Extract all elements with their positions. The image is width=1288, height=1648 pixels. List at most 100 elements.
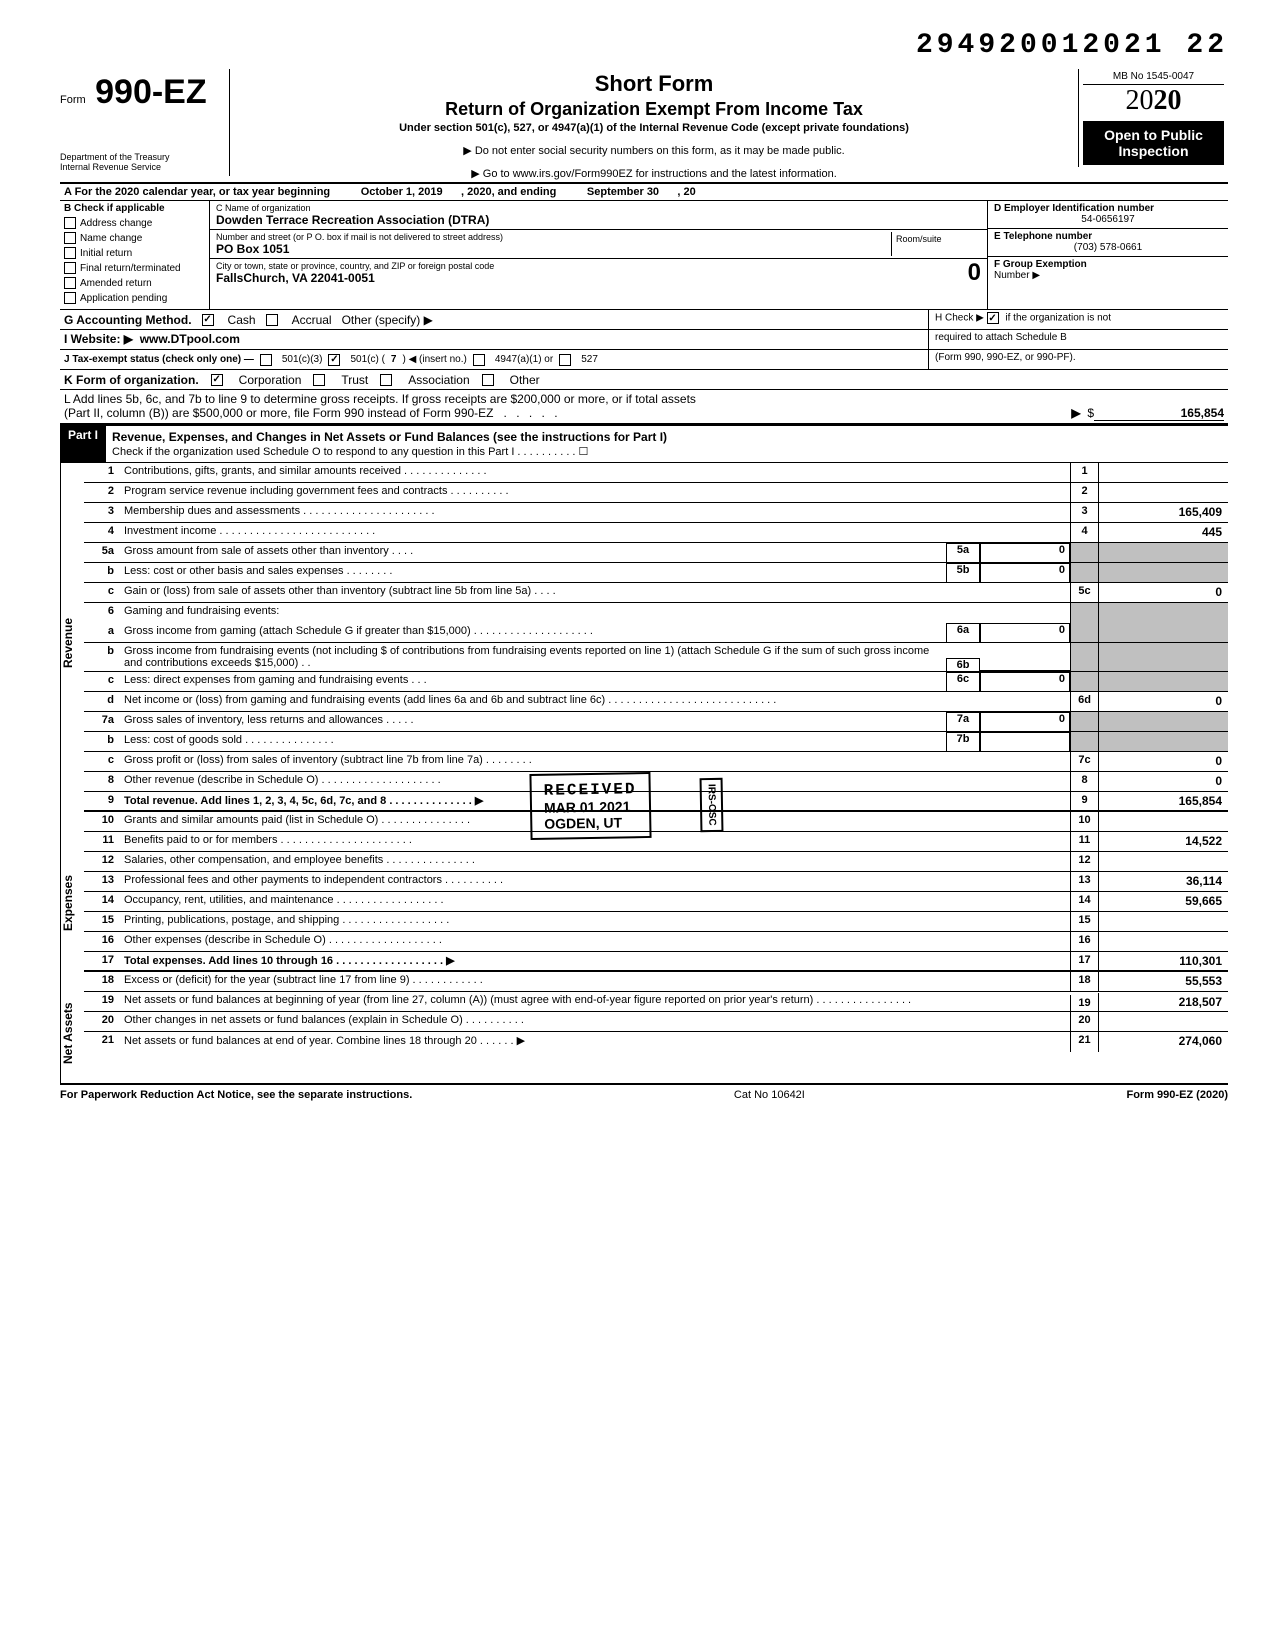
row-j: J Tax-exempt status (check only one) — 5… <box>60 350 1228 370</box>
col-c: C Name of organization Dowden Terrace Re… <box>210 201 988 309</box>
line-17: 17Total expenses. Add lines 10 through 1… <box>84 952 1228 972</box>
dept-treasury: Department of the Treasury Internal Reve… <box>60 152 223 172</box>
side-revenue: Revenue <box>60 463 84 823</box>
row-g: G Accounting Method. ✓Cash Accrual Other… <box>60 310 1228 330</box>
cb-other[interactable] <box>482 374 494 386</box>
footer-left: For Paperwork Reduction Act Notice, see … <box>60 1089 412 1101</box>
year-box: MB No 1545-0047 2020 Open to Public Insp… <box>1078 69 1228 167</box>
row-a-mid: , 2020, and ending <box>461 186 556 198</box>
row-h-text: H Check ▶ <box>935 313 984 324</box>
col-d: D Employer Identification number 54-0656… <box>988 201 1228 309</box>
body-lines: 1Contributions, gifts, grants, and simil… <box>84 463 1228 1083</box>
body-grid: RECEIVED MAR 01 2021 OGDEN, UT IRS-OSC R… <box>60 463 1228 1083</box>
title-box: Short Form Return of Organization Exempt… <box>230 69 1078 182</box>
row-a-begin: October 1, 2019 <box>361 186 443 198</box>
line-7b: bLess: cost of goods sold . . . . . . . … <box>84 732 1228 752</box>
row-h-if: if the organization is not <box>1005 313 1111 324</box>
line-6a: aGross income from gaming (attach Schedu… <box>84 623 1228 643</box>
cb-cash[interactable]: ✓ <box>202 314 214 326</box>
line-3: 3Membership dues and assessments . . . .… <box>84 503 1228 523</box>
grp-label2: Number ▶ <box>994 270 1222 281</box>
omb-number: MB No 1545-0047 <box>1083 71 1224 85</box>
row-k: K Form of organization. ✓Corporation Tru… <box>60 370 1228 390</box>
row-l-dollar: $ <box>1087 406 1094 421</box>
cb-4947[interactable] <box>473 354 485 366</box>
footer-right: Form 990-EZ (2020) <box>1126 1089 1228 1101</box>
cb-final-return[interactable]: Final return/terminated <box>64 262 205 274</box>
org-city: FallsChurch, VA 22041-0051 <box>216 271 968 285</box>
line-8: 8Other revenue (describe in Schedule O) … <box>84 772 1228 792</box>
line-6c: cLess: direct expenses from gaming and f… <box>84 672 1228 692</box>
cb-initial-return[interactable]: Initial return <box>64 247 205 259</box>
line-14: 14Occupancy, rent, utilities, and mainte… <box>84 892 1228 912</box>
cb-corp[interactable]: ✓ <box>211 374 223 386</box>
org-name: Dowden Terrace Recreation Association (D… <box>216 213 981 227</box>
received-stamp: RECEIVED MAR 01 2021 OGDEN, UT <box>529 772 651 840</box>
line-5c: cGain or (loss) from sale of assets othe… <box>84 583 1228 603</box>
website: www.DTpool.com <box>140 332 240 346</box>
grp-label: F Group Exemption <box>994 259 1222 270</box>
cb-501c3[interactable] <box>260 354 272 366</box>
row-h-req: required to attach Schedule B <box>928 330 1228 349</box>
line-15: 15Printing, publications, postage, and s… <box>84 912 1228 932</box>
line-7c: cGross profit or (loss) from sales of in… <box>84 752 1228 772</box>
cb-trust[interactable] <box>313 374 325 386</box>
under-section: Under section 501(c), 527, or 4947(a)(1)… <box>238 122 1070 134</box>
row-l-2: (Part II, column (B)) are $500,000 or mo… <box>64 406 1071 421</box>
line-5a: 5aGross amount from sale of assets other… <box>84 543 1228 563</box>
cb-address-change[interactable]: Address change <box>64 217 205 229</box>
line-2: 2Program service revenue including gover… <box>84 483 1228 503</box>
cb-h[interactable]: ✓ <box>987 312 999 324</box>
side-netassets: Net Assets <box>60 983 84 1083</box>
stamp-received: RECEIVED <box>544 780 637 800</box>
line-20: 20Other changes in net assets or fund ba… <box>84 1012 1228 1032</box>
part1-title: Revenue, Expenses, and Changes in Net As… <box>112 430 667 444</box>
cb-accrual[interactable] <box>266 314 278 326</box>
row-k-label: K Form of organization. <box>64 373 199 387</box>
line-11: 11Benefits paid to or for members . . . … <box>84 832 1228 852</box>
row-l-arrow: ▶ <box>1071 406 1080 421</box>
cb-amended-return[interactable]: Amended return <box>64 277 205 289</box>
part1-header: Part I Revenue, Expenses, and Changes in… <box>60 424 1228 463</box>
addr-label: Number and street (or P O. box if mail i… <box>216 232 891 242</box>
row-j-7: 7 <box>391 354 397 365</box>
line-12: 12Salaries, other compensation, and empl… <box>84 852 1228 872</box>
line-6b: bGross income from fundraising events (n… <box>84 643 1228 672</box>
line-7a: 7aGross sales of inventory, less returns… <box>84 712 1228 732</box>
line-4: 4Investment income . . . . . . . . . . .… <box>84 523 1228 543</box>
city-label: City or town, state or province, country… <box>216 261 968 271</box>
cb-assoc[interactable] <box>380 374 392 386</box>
row-l-amt: 165,854 <box>1094 406 1224 421</box>
row-j-label: J Tax-exempt status (check only one) — <box>64 354 254 365</box>
col-b: B Check if applicable Address change Nam… <box>60 201 210 309</box>
line-13: 13Professional fees and other payments t… <box>84 872 1228 892</box>
line-19: 19Net assets or fund balances at beginni… <box>84 992 1228 1012</box>
line-5b: bLess: cost or other basis and sales exp… <box>84 563 1228 583</box>
row-l: L Add lines 5b, 6c, and 7b to line 9 to … <box>60 390 1228 424</box>
room-suite: Room/suite <box>891 232 981 256</box>
tax-year: 2020 <box>1083 85 1224 117</box>
cb-application-pending[interactable]: Application pending <box>64 292 205 304</box>
row-a-left: A For the 2020 calendar year, or tax yea… <box>64 186 330 198</box>
return-title: Return of Organization Exempt From Incom… <box>238 99 1070 120</box>
row-a-yr: , 20 <box>677 186 695 198</box>
form-header: Form 990-EZ Department of the Treasury I… <box>60 69 1228 184</box>
line-21: 21Net assets or fund balances at end of … <box>84 1032 1228 1052</box>
zero-mark: 0 <box>968 259 981 287</box>
row-h-form: (Form 990, 990-EZ, or 990-PF). <box>928 350 1228 369</box>
cb-501c[interactable]: ✓ <box>328 354 340 366</box>
ein: 54-0656197 <box>994 214 1222 225</box>
line-6: 6Gaming and fundraising events: <box>84 603 1228 623</box>
org-addr: PO Box 1051 <box>216 242 891 256</box>
col-b-header: B Check if applicable <box>64 203 205 214</box>
instr-2: ▶ Go to www.irs.gov/Form990EZ for instru… <box>238 167 1070 180</box>
instr-1: ▶ Do not enter social security numbers o… <box>238 144 1070 157</box>
row-g-other: Other (specify) ▶ <box>342 313 433 327</box>
footer: For Paperwork Reduction Act Notice, see … <box>60 1083 1228 1101</box>
row-a-end: September 30 <box>587 186 659 198</box>
entity-grid: B Check if applicable Address change Nam… <box>60 201 1228 310</box>
cb-name-change[interactable]: Name change <box>64 232 205 244</box>
part1-check: Check if the organization used Schedule … <box>112 444 594 460</box>
row-i: I Website: ▶ www.DTpool.com required to … <box>60 330 1228 350</box>
cb-527[interactable] <box>559 354 571 366</box>
